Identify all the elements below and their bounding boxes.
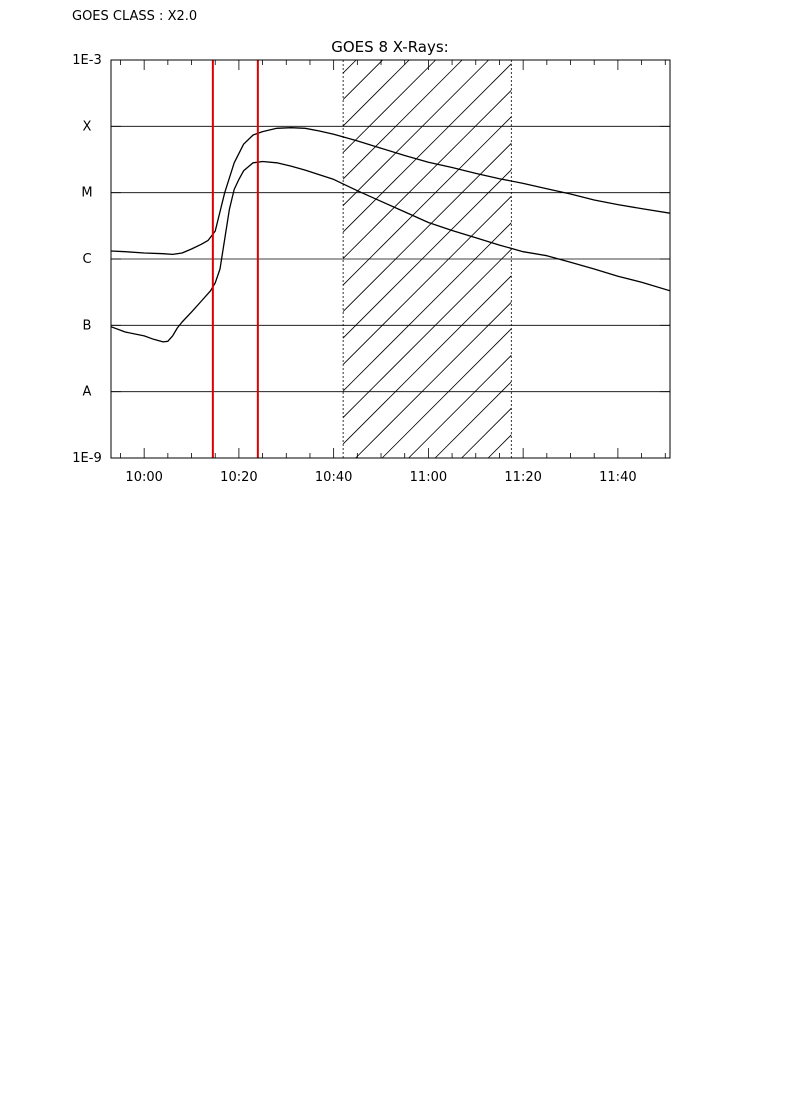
hatch-line (408, 354, 512, 458)
hatch-line (343, 222, 512, 392)
x-tick-label: 10:00 (125, 470, 162, 485)
x-tick-label: 10:20 (220, 470, 257, 485)
flux-line-1 (111, 160, 670, 343)
class-gridlines (111, 125, 670, 393)
y-tick-label: B (83, 318, 92, 333)
flux-line-0 (111, 127, 670, 256)
hatch-line (343, 142, 512, 313)
hatch-line (343, 60, 436, 154)
hatch-line (343, 63, 512, 233)
x-tick-label: 11:40 (599, 470, 636, 485)
hatch-line (343, 116, 512, 286)
hatch-line (381, 328, 512, 458)
hatched-interval (342, 60, 512, 458)
x-tick-label: 11:00 (410, 470, 447, 485)
x-tick-label: 10:40 (315, 470, 352, 485)
red-markers (211, 60, 259, 458)
hatch-line (343, 195, 512, 366)
hatch-line (355, 301, 512, 458)
hatch-line (343, 60, 463, 180)
hatch-line (343, 60, 489, 207)
axis-ticks (111, 59, 670, 459)
hatch-lines (343, 60, 512, 458)
y-tick-label: X (83, 119, 92, 134)
goes-class-label: GOES CLASS : X2.0 (72, 9, 198, 24)
hatch-line (343, 169, 512, 339)
hatch-line (343, 275, 512, 445)
y-tick-label: C (82, 252, 91, 267)
y-tick-label: A (83, 385, 92, 400)
x-tick-labels: 10:00 10:20 10:40 11:00 11:20 11:40 (125, 470, 636, 485)
x-tick-label: 11:20 (504, 470, 541, 485)
y-tick-label: M (81, 186, 92, 201)
hatch-line (434, 381, 512, 458)
y-tick-label: 1E-9 (72, 451, 101, 466)
hatch-line (343, 89, 512, 260)
hatch-line (343, 248, 512, 419)
y-tick-labels: 1E-9 A B C M X 1E-3 (72, 53, 101, 466)
chart-title: GOES 8 X-Rays: (331, 38, 448, 56)
y-tick-label: 1E-3 (72, 53, 101, 68)
flux-series (111, 127, 670, 343)
